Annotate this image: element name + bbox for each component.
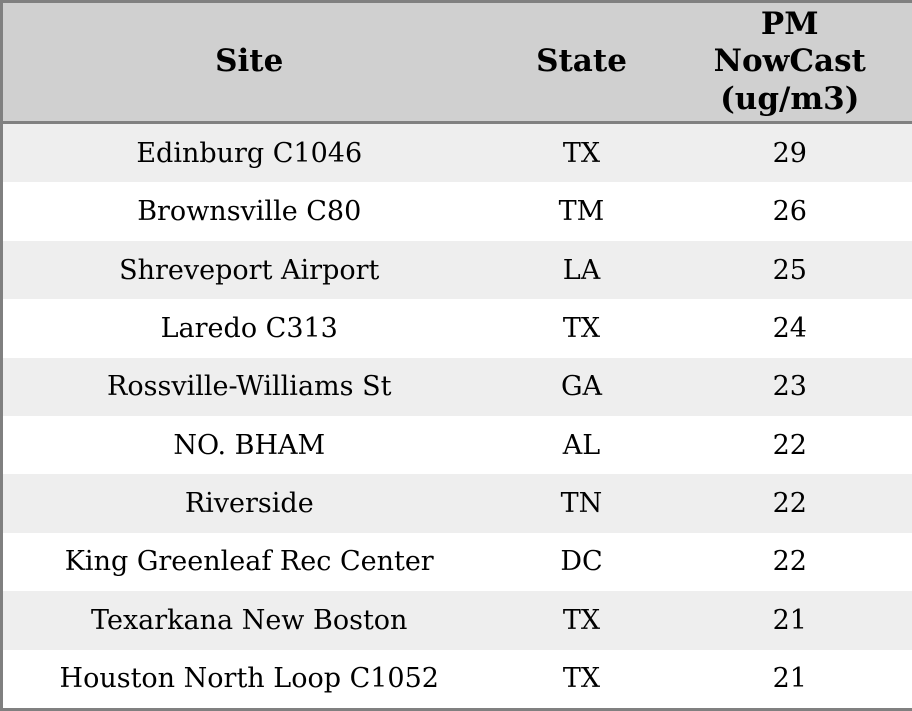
pm-nowcast-cell: 22 — [772, 488, 807, 520]
site-cell: Houston North Loop C1052 — [59, 663, 439, 695]
table-row: King Greenleaf Rec Center DC 22 — [1, 532, 912, 592]
pm-nowcast-cell: 24 — [772, 312, 807, 344]
state-cell: GA — [560, 371, 603, 403]
site-cell: Riverside — [184, 488, 314, 520]
pm-nowcast-cell: 29 — [772, 137, 807, 169]
table-row: Rossville-Williams St GA 23 — [1, 357, 912, 416]
table-row: Laredo C313 TX 24 — [1, 299, 912, 358]
pm-nowcast-cell: 25 — [772, 254, 807, 286]
pm-nowcast-cell: 21 — [772, 604, 807, 636]
state-cell: TM — [558, 196, 605, 228]
table-row: Edinburg C1046 TX 29 — [1, 122, 912, 183]
header-row: Site State PM NowCast (ug/m3) — [1, 1, 912, 124]
table-row: NO. BHAM AL 22 — [1, 415, 912, 475]
state-cell: TX — [562, 137, 601, 169]
table-row: Houston North Loop C1052 TX 21 — [1, 649, 912, 710]
state-cell: AL — [562, 429, 601, 461]
state-cell: TX — [562, 604, 601, 636]
table-row: Brownsville C80 TM 26 — [1, 182, 912, 241]
column-header-pm-nowcast: PM NowCast (ug/m3) — [667, 1, 912, 124]
state-cell: LA — [562, 254, 601, 286]
site-cell: Rossville-Williams St — [107, 371, 392, 403]
site-cell: Edinburg C1046 — [136, 137, 363, 169]
site-cell: Brownsville C80 — [137, 196, 362, 228]
pm-nowcast-cell: 22 — [772, 429, 807, 461]
state-cell: DC — [560, 546, 603, 578]
state-cell: TX — [562, 312, 601, 344]
pm-nowcast-cell: 23 — [772, 371, 807, 403]
site-cell: Shreveport Airport — [119, 254, 380, 286]
state-cell: TX — [562, 663, 601, 695]
table-row: Texarkana New Boston TX 21 — [1, 591, 912, 650]
pm-nowcast-cell: 22 — [772, 546, 807, 578]
table-body: Edinburg C1046 TX 29 Brownsville C80 TM 26 Shr… — [1, 122, 912, 710]
pm-nowcast-cell: 21 — [772, 663, 807, 695]
table-row: Riverside TN 22 — [1, 474, 912, 533]
table-row: Shreveport Airport LA 25 — [1, 240, 912, 300]
site-cell: King Greenleaf Rec Center — [64, 546, 434, 578]
column-header-state: State — [495, 1, 668, 124]
site-cell: NO. BHAM — [173, 429, 326, 461]
pm-nowcast-cell: 26 — [772, 196, 807, 228]
site-cell: Laredo C313 — [160, 312, 338, 344]
site-cell: Texarkana New Boston — [91, 604, 408, 636]
state-cell: TN — [560, 488, 603, 520]
column-header-site: Site — [1, 1, 496, 124]
